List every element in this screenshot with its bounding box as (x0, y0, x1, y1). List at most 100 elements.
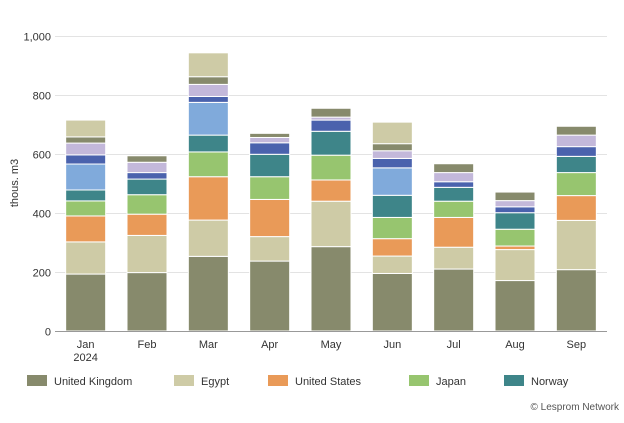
bar-segment-apr-8[interactable] (249, 132, 291, 138)
bar-segment-jun-8[interactable] (371, 143, 413, 152)
bar-segment-aug-4[interactable] (494, 212, 536, 230)
bar-segment-jul-0[interactable] (433, 268, 475, 332)
bar-segment-jan-4[interactable] (65, 189, 107, 202)
bar-segment-sep-1[interactable] (555, 219, 597, 271)
bar-segment-jan-0[interactable] (65, 273, 107, 332)
bar-segment-mar-8[interactable] (187, 76, 229, 85)
bar-segment-may-6[interactable] (310, 119, 352, 132)
bar-segment-apr-2[interactable] (249, 198, 291, 238)
bar-segment-sep-0[interactable] (555, 269, 597, 332)
legend-item[interactable]: Egypt (174, 375, 229, 388)
legend-label: United Kingdom (54, 376, 132, 388)
legend-swatch (409, 375, 429, 386)
bar-segment-aug-7[interactable] (494, 200, 536, 208)
bar-segment-may-2[interactable] (310, 179, 352, 202)
bar-segment-apr-4[interactable] (249, 153, 291, 178)
bar-segment-aug-1[interactable] (494, 249, 536, 282)
bar-segment-feb-7[interactable] (126, 161, 168, 174)
legend-item[interactable]: United States (268, 375, 362, 388)
bar-segment-jan-1[interactable] (65, 241, 107, 275)
y-tick-label: 600 (33, 150, 51, 162)
bar-segment-jul-6[interactable] (433, 181, 475, 188)
bar-segment-jul-4[interactable] (433, 186, 475, 202)
bar-segment-jan-6[interactable] (65, 154, 107, 165)
legend-item[interactable]: United Kingdom (27, 375, 132, 388)
bar-segment-sep-2[interactable] (555, 195, 597, 221)
legend-label: Norway (531, 376, 569, 388)
bar-segment-mar-9[interactable] (187, 52, 229, 78)
bar-segment-mar-7[interactable] (187, 83, 229, 97)
bar-segment-mar-5[interactable] (187, 101, 229, 136)
bar-segment-sep-8[interactable] (555, 125, 597, 136)
bar-segment-jan-8[interactable] (65, 136, 107, 144)
bar-segment-aug-6[interactable] (494, 206, 536, 214)
bar-segment-apr-6[interactable] (249, 142, 291, 155)
bar-segment-jun-6[interactable] (371, 157, 413, 169)
y-tick-label: 0 (45, 327, 51, 339)
x-tick-label: Mar (199, 339, 218, 351)
bar-segment-feb-8[interactable] (126, 155, 168, 163)
bar-segment-may-8[interactable] (310, 107, 352, 118)
bar-segment-jul-8[interactable] (433, 163, 475, 174)
bar-segment-apr-7[interactable] (249, 136, 291, 144)
bar-segment-mar-3[interactable] (187, 151, 229, 178)
legend-swatch (174, 375, 194, 386)
bar-segment-mar-6[interactable] (187, 95, 229, 103)
bar-segment-feb-2[interactable] (126, 213, 168, 236)
bar-segment-feb-3[interactable] (126, 194, 168, 215)
bar-segment-jul-2[interactable] (433, 216, 475, 248)
bar-segment-sep-4[interactable] (555, 155, 597, 174)
bar-segment-jan-2[interactable] (65, 215, 107, 243)
bar-segment-may-4[interactable] (310, 130, 352, 156)
legend-swatch (504, 375, 524, 386)
bar-segment-feb-1[interactable] (126, 234, 168, 274)
x-tick-label: Jun (383, 339, 401, 351)
bar-segment-may-3[interactable] (310, 154, 352, 181)
bar-segment-jun-1[interactable] (371, 255, 413, 274)
bar-segment-jan-3[interactable] (65, 200, 107, 217)
bar-segment-feb-4[interactable] (126, 178, 168, 196)
bar-segment-jun-9[interactable] (371, 121, 413, 145)
bar-segment-aug-0[interactable] (494, 280, 536, 332)
bar-segment-jun-5[interactable] (371, 167, 413, 196)
legend-label: United States (295, 376, 362, 388)
x-tick-label: May (321, 339, 342, 351)
bar-segment-jun-2[interactable] (371, 238, 413, 257)
bar-segment-jun-7[interactable] (371, 150, 413, 159)
bar-segment-jun-0[interactable] (371, 272, 413, 332)
bar-segment-mar-4[interactable] (187, 134, 229, 153)
bar-segment-jul-7[interactable] (433, 172, 475, 183)
y-tick-label: 800 (33, 91, 51, 103)
credit: © Lesprom Network (530, 402, 620, 413)
bar-segment-jan-9[interactable] (65, 119, 107, 138)
legend-item[interactable]: Norway (504, 375, 569, 388)
x-tick-label: Feb (138, 339, 157, 351)
bar-segment-jan-5[interactable] (65, 163, 107, 191)
bar-segment-apr-1[interactable] (249, 236, 291, 262)
bar-segment-apr-0[interactable] (249, 260, 291, 332)
bar-segment-mar-1[interactable] (187, 219, 229, 257)
bar-segment-mar-0[interactable] (187, 255, 229, 332)
bar-segment-mar-2[interactable] (187, 176, 229, 221)
x-tick-sublabel: 2024 (73, 352, 97, 364)
bar-segment-may-0[interactable] (310, 246, 352, 332)
bar-segment-aug-2[interactable] (494, 245, 536, 251)
bar-segment-aug-3[interactable] (494, 228, 536, 247)
bar-segment-feb-0[interactable] (126, 272, 168, 332)
bar-segment-jul-3[interactable] (433, 200, 475, 218)
bar-segment-jan-7[interactable] (65, 142, 107, 156)
bar-segment-feb-6[interactable] (126, 172, 168, 180)
legend-swatch (27, 375, 47, 386)
legend-item[interactable]: Japan (409, 375, 466, 388)
bar-segment-sep-3[interactable] (555, 172, 597, 197)
bar-segment-jun-3[interactable] (371, 216, 413, 240)
bar-segment-sep-7[interactable] (555, 134, 597, 148)
bar-segment-jun-4[interactable] (371, 194, 413, 218)
bar-segment-apr-3[interactable] (249, 176, 291, 200)
bar-segment-jul-1[interactable] (433, 246, 475, 270)
bar-segment-may-1[interactable] (310, 200, 352, 248)
bar-segment-sep-6[interactable] (555, 146, 597, 157)
y-tick-label: 200 (33, 268, 51, 280)
bar-segment-aug-8[interactable] (494, 191, 536, 202)
